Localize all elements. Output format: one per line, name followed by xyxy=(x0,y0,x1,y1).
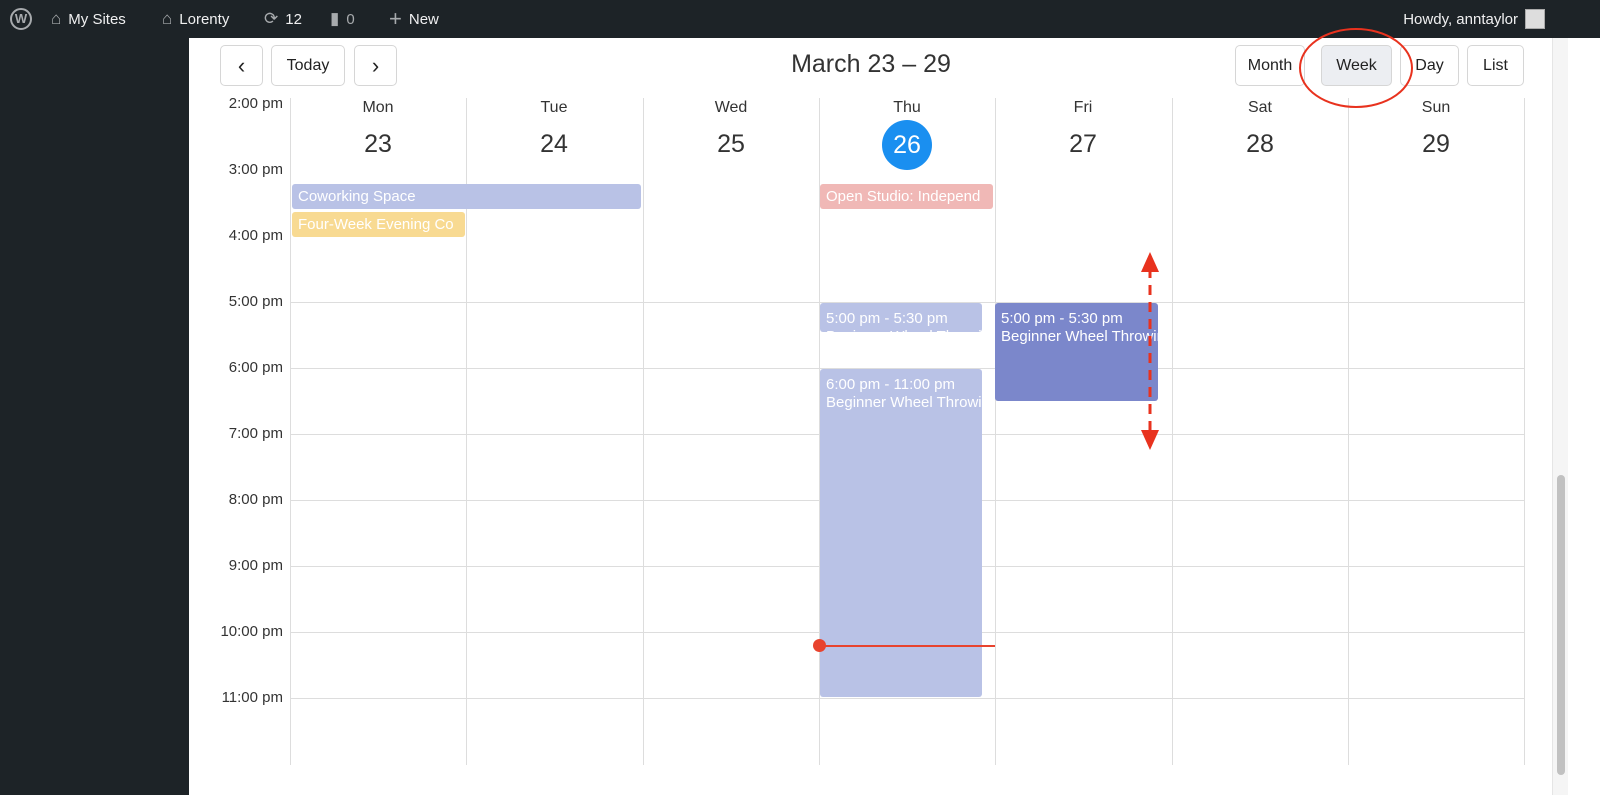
my-sites-label: My Sites xyxy=(68,10,126,28)
comment-icon: ▮ xyxy=(330,9,340,28)
arrow-down-icon xyxy=(1141,430,1159,450)
time-label: 11:00 pm xyxy=(221,689,283,706)
updates-menu[interactable]: ⟳ 12 xyxy=(264,0,302,38)
day-name[interactable]: Tue xyxy=(540,99,568,116)
updates-count: 12 xyxy=(285,10,302,28)
new-menu[interactable]: + New xyxy=(389,0,439,38)
now-indicator-line xyxy=(819,645,995,647)
hour-line xyxy=(290,302,1524,303)
time-label: 7:00 pm xyxy=(228,425,283,442)
wordpress-logo-icon[interactable]: W xyxy=(10,0,32,38)
howdy-label: Howdy, anntaylor xyxy=(1403,10,1518,28)
day-number-today[interactable]: 26 xyxy=(882,120,932,170)
event-time: 6:00 pm - 11:00 pm xyxy=(826,376,955,393)
event-title: Four-Week Evening Co xyxy=(298,216,454,233)
time-label: 3:00 pm xyxy=(228,161,283,178)
prev-button[interactable]: ‹ xyxy=(220,45,263,86)
now-indicator-dot xyxy=(813,639,826,652)
new-label: New xyxy=(408,10,439,28)
updates-icon: ⟳ xyxy=(264,9,279,28)
admin-bar: W ⌂ My Sites ⌂ Lorenty ⟳ 12 ▮ 0 + New Howdy, … xyxy=(0,0,1600,38)
avatar xyxy=(1525,9,1545,29)
event-time: 5:00 pm - 5:30 pm xyxy=(1001,310,1123,327)
admin-sidebar xyxy=(0,38,189,795)
day-number[interactable]: 28 xyxy=(1246,130,1274,158)
today-button[interactable]: Today xyxy=(271,45,345,86)
time-label: 2:00 pm xyxy=(228,95,283,112)
day-name[interactable]: Thu xyxy=(893,99,921,116)
day-number[interactable]: 27 xyxy=(1069,130,1097,158)
column-divider xyxy=(643,98,644,765)
time-label: 9:00 pm xyxy=(228,557,283,574)
day-number[interactable]: 23 xyxy=(364,130,392,158)
event-title: Beginner Wheel Throwing xyxy=(826,328,982,332)
day-name[interactable]: Sun xyxy=(1421,99,1451,116)
time-label: 6:00 pm xyxy=(228,359,283,376)
sites-icon: ⌂ xyxy=(51,9,62,28)
calendar-event[interactable]: Coworking Space xyxy=(292,184,641,209)
day-number[interactable]: 25 xyxy=(717,130,745,158)
comments-menu[interactable]: ▮ 0 xyxy=(330,0,355,38)
view-week-button[interactable]: Week xyxy=(1321,45,1392,86)
time-label: 8:00 pm xyxy=(228,491,283,508)
home-icon: ⌂ xyxy=(162,9,173,28)
scrollbar-thumb[interactable] xyxy=(1557,475,1565,775)
view-list-button[interactable]: List xyxy=(1467,45,1524,86)
calendar-event[interactable]: Four-Week Evening Co xyxy=(292,212,465,237)
day-name[interactable]: Sat xyxy=(1247,99,1272,116)
day-name[interactable]: Fri xyxy=(1073,99,1093,116)
event-title: Coworking Space xyxy=(298,188,416,205)
day-name[interactable]: Mon xyxy=(362,99,394,116)
view-month-button[interactable]: Month xyxy=(1235,45,1305,86)
column-divider xyxy=(290,98,291,765)
calendar-event[interactable]: Open Studio: Independ xyxy=(820,184,993,209)
day-name[interactable]: Wed xyxy=(714,99,748,116)
plus-icon: + xyxy=(389,6,402,31)
column-divider xyxy=(1348,98,1349,765)
event-time: 5:00 pm - 5:30 pm xyxy=(826,310,948,327)
account-menu[interactable]: Howdy, anntaylor xyxy=(1403,0,1545,38)
site-label: Lorenty xyxy=(179,10,230,28)
event-title: Beginner Wheel Throwing xyxy=(826,394,982,411)
time-label: 4:00 pm xyxy=(228,227,283,244)
day-number[interactable]: 24 xyxy=(540,130,568,158)
time-label: 10:00 pm xyxy=(220,623,283,640)
column-divider xyxy=(819,98,820,765)
view-day-button[interactable]: Day xyxy=(1400,45,1459,86)
site-menu[interactable]: ⌂ Lorenty xyxy=(162,0,229,38)
calendar-event[interactable]: 6:00 pm - 11:00 pm Beginner Wheel Throwin… xyxy=(820,369,982,697)
column-divider xyxy=(995,98,996,765)
hour-line xyxy=(290,368,1524,369)
event-title: Open Studio: Independ xyxy=(826,188,981,205)
day-number[interactable]: 29 xyxy=(1422,130,1450,158)
hour-line xyxy=(290,698,1524,699)
my-sites-menu[interactable]: ⌂ My Sites xyxy=(51,0,126,38)
column-divider xyxy=(1172,98,1173,765)
time-label: 5:00 pm xyxy=(228,293,283,310)
calendar-title: March 23 – 29 xyxy=(791,50,951,78)
comments-count: 0 xyxy=(346,10,355,28)
event-title: Beginner Wheel Throwing xyxy=(1001,328,1158,345)
next-button[interactable]: › xyxy=(354,45,397,86)
arrow-up-icon xyxy=(1141,252,1159,272)
column-divider xyxy=(1524,98,1525,765)
column-divider xyxy=(466,98,467,765)
